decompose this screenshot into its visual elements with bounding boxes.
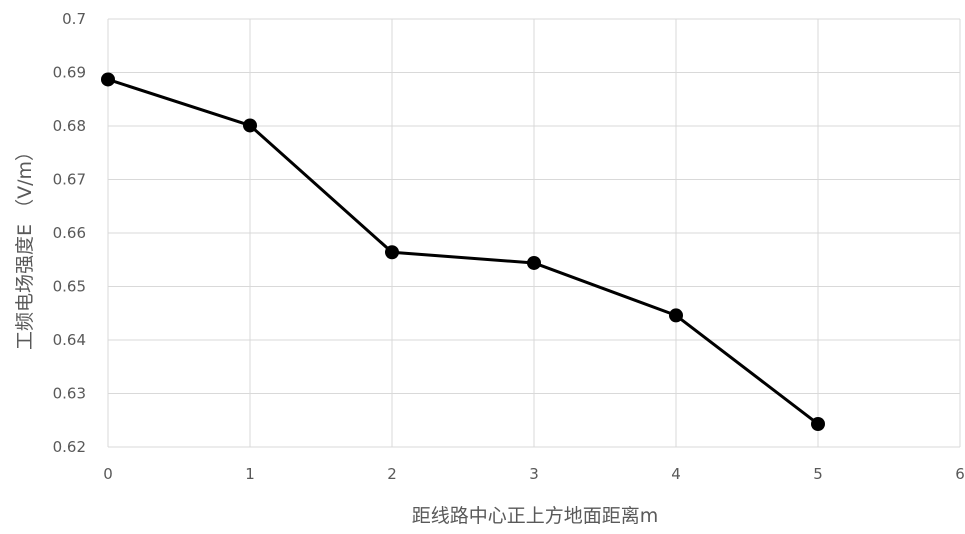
- y-axis-ticks: 0.62 0.63 0.64 0.65 0.66 0.67 0.68 0.69 0.7: [53, 10, 86, 456]
- series-line: [107, 78, 819, 426]
- y-tick-label: 0.62: [53, 438, 86, 456]
- data-point: [527, 255, 541, 270]
- data-point: [243, 118, 257, 133]
- series-layer: [101, 72, 825, 431]
- data-point: [385, 245, 399, 260]
- x-axis-ticks: 0 1 2 3 4 5 6: [103, 465, 965, 483]
- x-tick-label: 0: [103, 465, 113, 483]
- x-tick-label: 3: [529, 465, 539, 483]
- y-axis-title: 工频电场强度E （V/m）: [14, 142, 36, 350]
- data-point: [101, 72, 115, 87]
- data-point: [669, 308, 683, 323]
- y-tick-label: 0.64: [53, 331, 86, 349]
- y-tick-label: 0.65: [53, 278, 86, 296]
- x-tick-label: 6: [955, 465, 965, 483]
- x-tick-label: 5: [813, 465, 823, 483]
- y-tick-label: 0.7: [62, 10, 86, 28]
- y-tick-label: 0.66: [53, 224, 86, 242]
- x-tick-label: 1: [245, 465, 255, 483]
- x-tick-label: 4: [671, 465, 681, 483]
- x-axis-title: 距线路中心正上方地面距离m: [412, 505, 659, 527]
- y-tick-label: 0.67: [53, 171, 86, 189]
- x-tick-label: 2: [387, 465, 397, 483]
- data-point: [811, 416, 825, 431]
- gridlines: [107, 18, 961, 448]
- y-tick-label: 0.63: [53, 385, 86, 403]
- y-tick-label: 0.69: [53, 64, 86, 82]
- y-tick-label: 0.68: [53, 117, 86, 135]
